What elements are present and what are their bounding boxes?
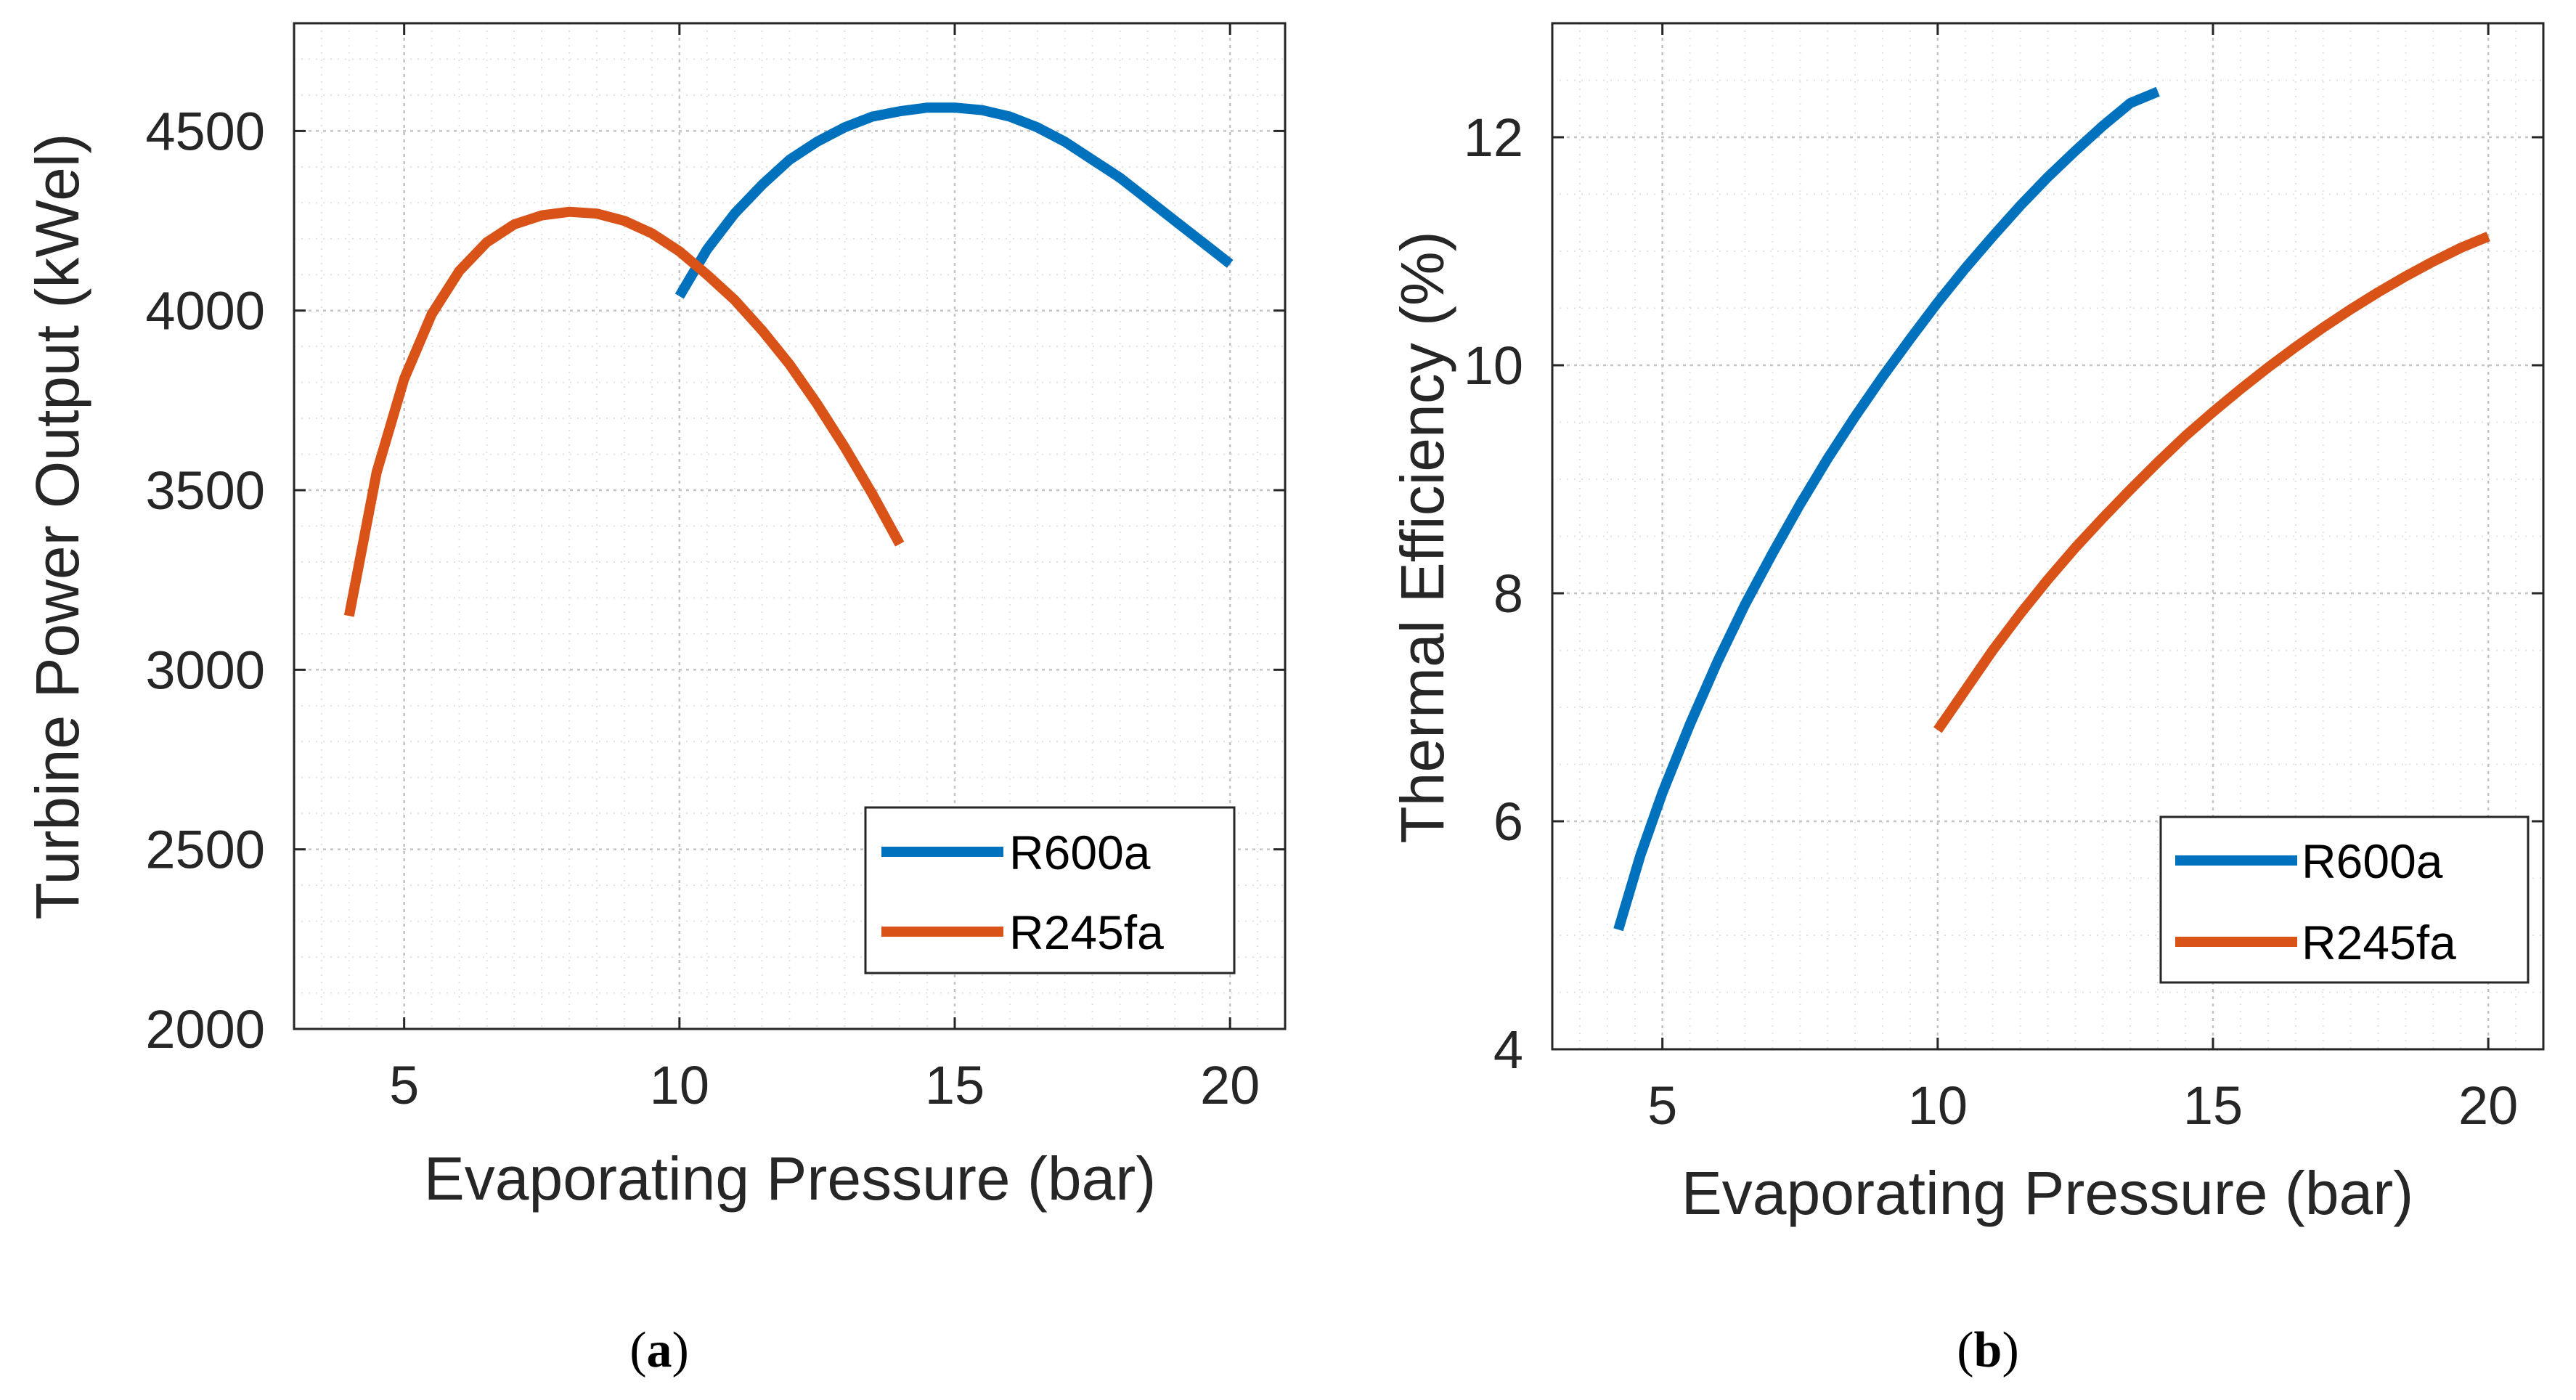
x-tick-label: 15 — [925, 1055, 985, 1115]
y-tick-label: 4000 — [145, 281, 265, 341]
panel-b-legend-label-r600a: R600a — [2302, 834, 2443, 888]
y-tick-label: 4500 — [145, 101, 265, 161]
panel-a-legend-box — [864, 806, 1236, 974]
panel-b-caption: (b) — [1957, 1322, 2019, 1378]
series-line-r245fa — [343, 206, 905, 617]
panel-a-y-axis-label: Turbine Power Output (kWel) — [23, 133, 91, 919]
x-tick-label: 10 — [1908, 1075, 1968, 1136]
y-tick-label: 2500 — [145, 820, 265, 880]
series-line-r600a — [1613, 86, 2160, 932]
y-tick-label: 8 — [1493, 563, 1523, 624]
x-tick-label: 5 — [389, 1055, 419, 1115]
x-tick-label: 20 — [1200, 1055, 1260, 1115]
panel-b-legend: R600a R245fa — [2159, 815, 2530, 984]
panel-a-legend-label-r600a: R600a — [1009, 826, 1151, 879]
panel-b: 5 10 15 20 4 6 8 10 12 Evaporating Pressure (bar… — [1388, 22, 2545, 1378]
panel-a-x-axis-label: Evaporating Pressure (bar) — [424, 1144, 1156, 1213]
y-tick-label: 6 — [1493, 791, 1523, 852]
y-tick-label: 4 — [1493, 1020, 1523, 1080]
panel-a-axes-box — [293, 22, 1287, 1030]
y-tick-label: 12 — [1464, 107, 1523, 168]
panel-b-series — [1613, 86, 2490, 932]
panel-b-ticks: 5 10 15 20 4 6 8 10 12 — [1464, 23, 2543, 1136]
panel-a-caption: (a) — [629, 1322, 689, 1378]
x-tick-label: 20 — [2458, 1075, 2518, 1136]
panel-b-y-axis-label: Thermal Efficiency (%) — [1388, 231, 1456, 843]
panel-a-legend: R600a R245fa — [864, 806, 1236, 974]
panel-a: 5 10 15 20 2000 2500 3000 3500 4000 4500 Evaporat… — [23, 22, 1287, 1378]
y-tick-label: 3500 — [145, 460, 265, 521]
panel-a-caption-letter: a — [647, 1322, 672, 1378]
panel-b-legend-box — [2159, 815, 2530, 984]
panel-a-series — [343, 102, 1234, 617]
panel-b-axes-box — [1551, 22, 2545, 1051]
x-tick-label: 10 — [650, 1055, 709, 1115]
panel-a-ticks: 5 10 15 20 2000 2500 3000 3500 4000 4500 — [145, 23, 1285, 1115]
series-line-r245fa — [1933, 232, 2490, 733]
x-tick-label: 5 — [1647, 1075, 1677, 1136]
y-tick-label: 2000 — [145, 999, 265, 1059]
series-line-r600a — [674, 102, 1234, 299]
y-tick-label: 3000 — [145, 640, 265, 700]
panel-a-legend-label-r245fa: R245fa — [1009, 905, 1164, 959]
panel-b-legend-label-r245fa: R245fa — [2302, 916, 2456, 969]
panel-b-caption-letter: b — [1974, 1322, 2002, 1378]
y-tick-label: 10 — [1464, 335, 1523, 396]
panel-b-x-axis-label: Evaporating Pressure (bar) — [1682, 1159, 2413, 1227]
x-tick-label: 15 — [2183, 1075, 2243, 1136]
